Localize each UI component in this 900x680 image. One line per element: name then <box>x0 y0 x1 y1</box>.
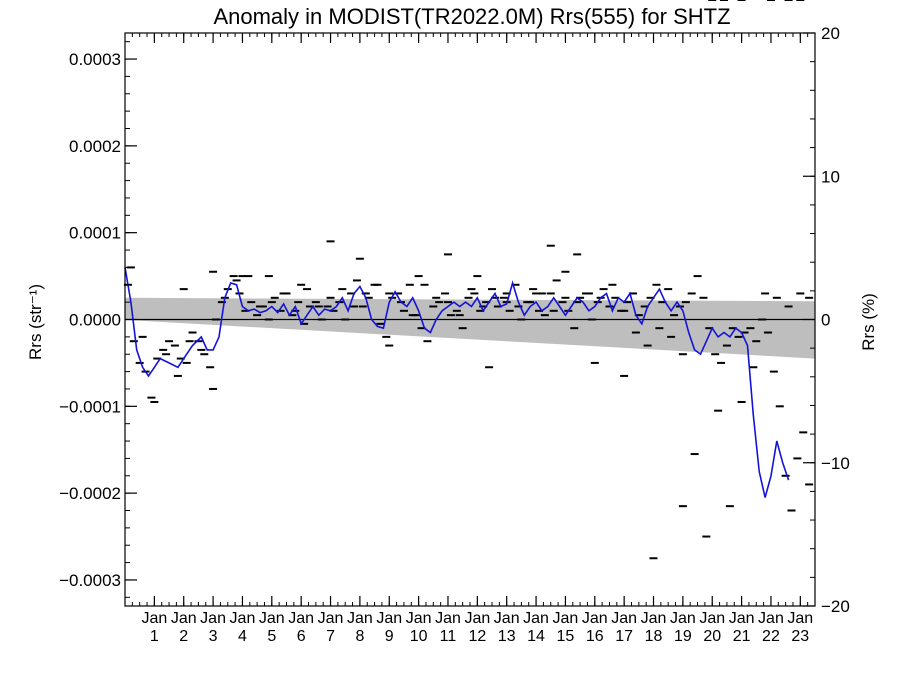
x-tick-year-label: 20 <box>703 628 721 645</box>
x-tick-month-label: Jan <box>699 610 725 627</box>
x-tick-month-label: Jan <box>435 610 461 627</box>
x-tick-year-label: 21 <box>733 628 751 645</box>
x-tick-month-label: Jan <box>288 610 314 627</box>
y2-tick-label: 10 <box>821 167 840 186</box>
x-tick-year-label: 15 <box>557 628 575 645</box>
tick-labels-layer: 0.0003 0.0002 0.0001 0.0000 −0.0001 −0.0002 −0… <box>59 24 850 645</box>
x-tick-month-label: Jan <box>200 610 226 627</box>
x-tick-month-label: Jan <box>318 610 344 627</box>
x-tick-month-label: Jan <box>347 610 373 627</box>
y-tick-label: 0.0003 <box>69 50 121 69</box>
x-tick-month-label: Jan <box>787 610 813 627</box>
x-tick-month-label: Jan <box>259 610 285 627</box>
x-tick-year-label: 4 <box>238 628 247 645</box>
x-tick-year-label: 23 <box>791 628 809 645</box>
y2-tick-label: −20 <box>821 597 850 616</box>
x-tick-month-label: Jan <box>141 610 167 627</box>
y2-axis-label: Rrs (%) <box>859 293 878 351</box>
x-tick-month-label: Jan <box>171 610 197 627</box>
y-tick-label: −0.0002 <box>59 484 121 503</box>
x-tick-year-label: 9 <box>385 628 394 645</box>
x-tick-year-label: 2 <box>179 628 188 645</box>
x-tick-year-label: 3 <box>209 628 218 645</box>
x-tick-year-label: 11 <box>440 628 457 645</box>
x-tick-year-label: 18 <box>645 628 663 645</box>
x-tick-year-label: 8 <box>355 628 364 645</box>
x-tick-month-label: Jan <box>582 610 608 627</box>
y-tick-label: 0.0001 <box>69 224 121 243</box>
y2-tick-label: 20 <box>821 24 840 43</box>
x-tick-year-label: 13 <box>498 628 516 645</box>
x-tick-year-label: 14 <box>527 628 545 645</box>
smooth-line-layer <box>124 267 790 498</box>
x-tick-month-label: Jan <box>464 610 490 627</box>
chart-title: Anomaly in MODIST(TR2022.0M) Rrs(555) fo… <box>213 4 730 29</box>
x-tick-year-label: 6 <box>297 628 306 645</box>
y2-tick-label: 0 <box>821 311 830 330</box>
x-tick-month-label: Jan <box>553 610 579 627</box>
y-axis-label: Rrs (str⁻¹) <box>26 284 45 360</box>
x-tick-month-label: Jan <box>611 610 637 627</box>
y-tick-label: −0.0003 <box>59 571 121 590</box>
axes-layer <box>124 32 816 607</box>
x-tick-month-label: Jan <box>729 610 755 627</box>
y-tick-label: 0.0000 <box>69 311 121 330</box>
y2-tick-label: −10 <box>821 454 850 473</box>
x-tick-month-label: Jan <box>406 610 432 627</box>
x-tick-month-label: Jan <box>758 610 784 627</box>
x-tick-year-label: 10 <box>410 628 428 645</box>
x-tick-month-label: Jan <box>670 610 696 627</box>
x-tick-month-label: Jan <box>230 610 256 627</box>
y-tick-label: −0.0001 <box>59 397 121 416</box>
x-tick-month-label: Jan <box>523 610 549 627</box>
y-tick-label: 0.0002 <box>69 137 121 156</box>
x-tick-month-label: Jan <box>494 610 520 627</box>
x-tick-year-label: 1 <box>150 628 159 645</box>
x-tick-year-label: 7 <box>326 628 335 645</box>
x-tick-year-label: 16 <box>586 628 604 645</box>
x-tick-year-label: 17 <box>615 628 633 645</box>
smooth-series-line <box>124 267 790 498</box>
data-points-layer <box>123 0 814 560</box>
x-tick-year-label: 19 <box>674 628 692 645</box>
x-tick-year-label: 12 <box>468 628 486 645</box>
x-tick-month-label: Jan <box>641 610 667 627</box>
x-tick-year-label: 5 <box>267 628 276 645</box>
x-tick-year-label: 22 <box>762 628 780 645</box>
x-tick-month-label: Jan <box>376 610 402 627</box>
